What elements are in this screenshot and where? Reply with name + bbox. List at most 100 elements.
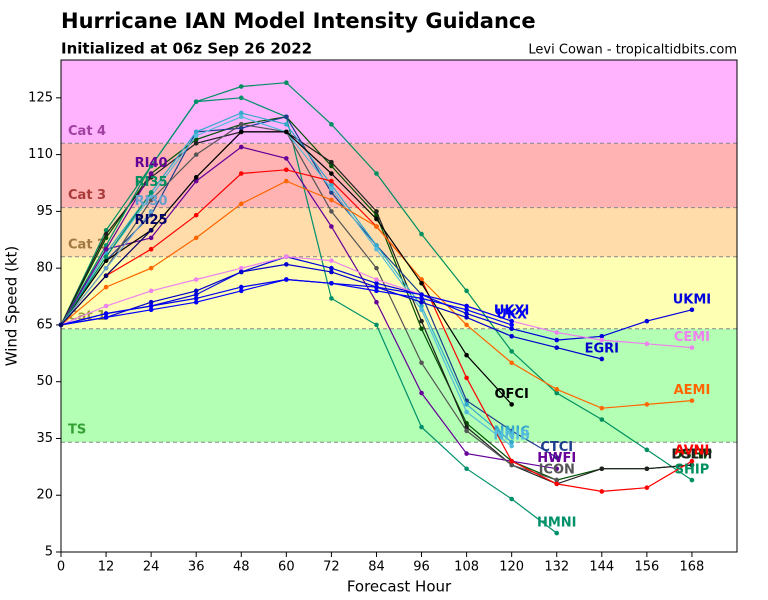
series-point <box>148 265 154 271</box>
series-point <box>419 390 424 396</box>
series-point <box>599 405 605 411</box>
y-tick-label: 110 <box>28 147 53 162</box>
series-point <box>193 175 199 180</box>
series-point <box>238 129 244 135</box>
series-point <box>329 265 334 271</box>
series-point <box>329 186 334 191</box>
series-point <box>374 280 379 286</box>
series-point <box>464 375 469 381</box>
series-label: RI25 <box>135 213 168 228</box>
series-point <box>103 254 109 260</box>
series-point <box>419 307 424 313</box>
series-point <box>554 477 560 483</box>
x-tick-label: 60 <box>278 560 295 575</box>
series-point <box>103 273 109 279</box>
y-axis-label: Wind Speed (kt) <box>3 246 21 367</box>
chart-title: Hurricane IAN Model Intensity Guidance <box>61 9 536 33</box>
series-point <box>238 269 244 275</box>
series-label: HWFI <box>537 451 576 466</box>
series-label: RI40 <box>135 156 168 171</box>
series-point <box>148 163 154 169</box>
series-point <box>193 277 199 282</box>
series-point <box>464 288 469 294</box>
series-point <box>464 402 469 407</box>
x-tick-label: 12 <box>98 560 115 575</box>
series-label: NNIB <box>493 429 530 444</box>
series-point <box>329 171 334 176</box>
series-point <box>464 322 469 328</box>
series-point <box>419 277 424 282</box>
series-point <box>419 360 424 366</box>
x-tick-label: 144 <box>589 560 614 575</box>
series-point <box>329 209 334 214</box>
series-layer <box>58 80 695 536</box>
series-point <box>284 167 289 173</box>
series-point <box>329 159 334 165</box>
series-point <box>103 303 109 309</box>
series-point <box>419 303 424 309</box>
y-tick-label: 50 <box>36 374 53 389</box>
x-tick-label: 84 <box>368 560 385 575</box>
series-point <box>554 455 560 460</box>
series-point <box>193 296 199 301</box>
series-point <box>329 269 334 275</box>
series-point <box>284 254 289 260</box>
series-point <box>419 280 424 286</box>
series-point <box>374 209 379 214</box>
series-point <box>148 209 154 214</box>
series-point <box>419 231 424 237</box>
series-point <box>238 95 244 101</box>
series-point <box>644 318 650 324</box>
series-point <box>509 458 514 464</box>
category-band <box>61 328 737 443</box>
y-tick-label: 35 <box>36 431 53 446</box>
series-point <box>464 466 469 472</box>
plot-frame <box>60 59 738 553</box>
series-point <box>464 352 469 358</box>
series-point <box>238 171 244 176</box>
series-point <box>374 299 379 305</box>
series-point <box>238 110 244 116</box>
series-label: CTCI <box>540 440 573 455</box>
series-point <box>193 137 199 142</box>
series-point <box>193 212 199 218</box>
series-label: UKXI <box>494 304 530 319</box>
series-point <box>374 224 379 229</box>
series-point <box>644 447 650 453</box>
credit: Levi Cowan - tropicaltidbits.com <box>528 43 737 58</box>
series-point <box>689 345 695 350</box>
series-point <box>374 171 379 176</box>
series-point <box>509 496 514 502</box>
series-point <box>509 402 514 407</box>
series-point <box>599 337 605 343</box>
series-point <box>464 307 469 313</box>
series-point <box>419 292 424 297</box>
series-point <box>329 178 334 184</box>
series-point <box>238 265 244 271</box>
y-tick-label: 5 <box>45 545 53 560</box>
series-point <box>374 284 379 290</box>
series-point <box>103 246 109 252</box>
series-point <box>419 326 424 332</box>
series-label: LGEM <box>672 447 713 462</box>
series-point <box>238 84 244 89</box>
series-point <box>554 466 560 472</box>
series-point <box>148 190 154 195</box>
x-tick-label: 24 <box>143 560 160 575</box>
series-point <box>509 462 514 468</box>
x-tick-label: 156 <box>634 560 659 575</box>
series-point <box>374 288 379 294</box>
series-point <box>644 341 650 347</box>
series-label: EGRI <box>585 341 619 356</box>
series-point <box>644 485 650 490</box>
series-line <box>60 123 557 481</box>
series-point <box>509 318 514 324</box>
series-point <box>193 292 199 297</box>
series-point <box>148 212 154 218</box>
series-label: ICON <box>539 463 575 478</box>
series-point <box>238 122 244 127</box>
series-point <box>374 277 379 282</box>
series-point <box>689 462 695 468</box>
series-label: CEMI <box>674 330 710 345</box>
series-point <box>148 246 154 252</box>
